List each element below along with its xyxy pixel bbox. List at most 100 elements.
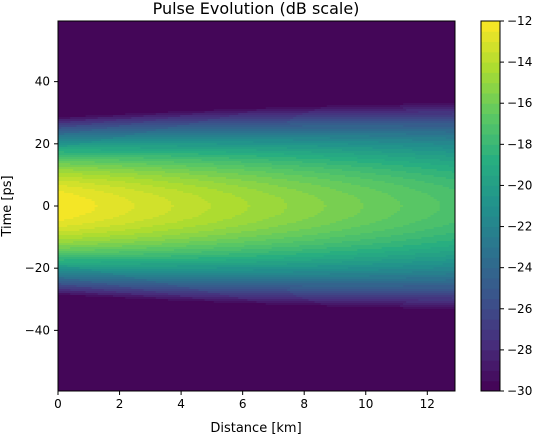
heatmap-cell (360, 239, 407, 242)
heatmap-cell (198, 121, 288, 124)
heatmap-cell (351, 165, 404, 168)
heatmap-cell (329, 137, 447, 140)
heatmap-cell (421, 173, 455, 176)
heatmap-cell (58, 311, 455, 314)
heatmap-cell (79, 181, 126, 184)
colorbar-segment (481, 72, 500, 84)
heatmap-cell (323, 243, 374, 246)
heatmap-cell (94, 249, 175, 252)
heatmap-cell (448, 187, 455, 190)
heatmap-cell (207, 209, 248, 212)
heatmap-cell (76, 125, 120, 128)
heatmap-cell (418, 299, 455, 302)
x-tick-label: 2 (116, 397, 124, 411)
heatmap-cell (177, 145, 319, 148)
heatmap-cell (183, 227, 227, 230)
heatmap-cell (195, 225, 239, 228)
heatmap-cell (271, 167, 325, 170)
heatmap-cell (100, 139, 294, 142)
heatmap-cell (390, 241, 438, 244)
heatmap-cell (256, 229, 300, 232)
colorbar-segment (481, 175, 500, 186)
heatmap-cell (125, 135, 371, 138)
heatmap-cell (256, 149, 343, 152)
heatmap-cell (387, 255, 447, 258)
heatmap-cell (360, 171, 407, 174)
heatmap-cell (58, 217, 74, 220)
heatmap-cell (271, 233, 319, 236)
heatmap-cell (167, 211, 206, 214)
heatmap-cell (137, 173, 190, 176)
colorbar-segment (481, 247, 500, 258)
heatmap-cell (155, 297, 193, 300)
heatmap-cell (58, 365, 455, 368)
heatmap-cell (152, 193, 193, 196)
heatmap-cell (152, 185, 197, 188)
heatmap-cell (85, 295, 114, 298)
heatmap-cell (335, 189, 377, 192)
heatmap-cell (79, 143, 218, 146)
heatmap-cell (58, 67, 455, 70)
heatmap-cell (134, 205, 175, 208)
heatmap-cell (265, 239, 316, 242)
heatmap-cell (58, 23, 455, 26)
heatmap-cell (58, 251, 120, 254)
heatmap-cell (143, 295, 181, 298)
heatmap-cell (152, 231, 200, 234)
heatmap-cell (360, 209, 401, 212)
heatmap-cell (140, 147, 288, 150)
heatmap-cell (58, 271, 102, 274)
heatmap-cell (348, 193, 389, 196)
heatmap-cell (58, 119, 87, 122)
heatmap-cell (109, 225, 154, 228)
heatmap-cell (421, 237, 455, 240)
heatmap-cell (85, 291, 117, 294)
heatmap-cell (283, 257, 355, 260)
heatmap-cell (58, 291, 87, 294)
heatmap-cell (170, 207, 212, 210)
heatmap-cell (238, 297, 303, 300)
heatmap-cell (256, 175, 303, 178)
heatmap-cell (198, 231, 242, 234)
heatmap-cell (348, 143, 435, 146)
heatmap-cell (293, 241, 343, 244)
x-tick-label: 6 (239, 397, 247, 411)
heatmap-cell (73, 169, 135, 172)
heatmap-cell (58, 351, 455, 354)
heatmap-cell (256, 181, 300, 184)
heatmap-cell (125, 223, 166, 226)
heatmap-cell (283, 237, 331, 240)
heatmap-cell (146, 247, 215, 250)
heatmap-cell (58, 141, 93, 144)
heatmap-cell (58, 375, 455, 378)
heatmap-cell (70, 289, 105, 292)
heatmap-cell (247, 187, 288, 190)
heatmap-cell (58, 47, 455, 50)
heatmap-cell (229, 253, 297, 256)
heatmap-cell (100, 149, 258, 152)
heatmap-cell (189, 169, 245, 172)
colorbar-tick-label: −26 (507, 302, 532, 316)
heatmap-cell (58, 75, 455, 78)
heatmap-cell (161, 175, 209, 178)
heatmap-cell (283, 153, 355, 156)
heatmap-cell (287, 187, 331, 190)
heatmap-cell (302, 235, 346, 238)
heatmap-cell (183, 183, 227, 186)
heatmap-cell (317, 197, 358, 200)
heatmap-cell (287, 121, 455, 124)
heatmap-cell (58, 207, 96, 210)
heatmap-cell (244, 211, 285, 214)
heatmap-cell (210, 203, 248, 206)
heatmap-cell (67, 145, 178, 148)
heatmap-cell (134, 207, 172, 210)
heatmap-cell (122, 165, 187, 168)
heatmap-cell (216, 189, 258, 192)
heatmap-cell (348, 267, 435, 270)
x-tick-label: 0 (54, 397, 62, 411)
heatmap-cell (70, 117, 99, 120)
heatmap-cell (421, 243, 455, 246)
heatmap-cell (58, 341, 455, 344)
heatmap-cell (204, 299, 248, 302)
heatmap-cell (247, 203, 288, 206)
